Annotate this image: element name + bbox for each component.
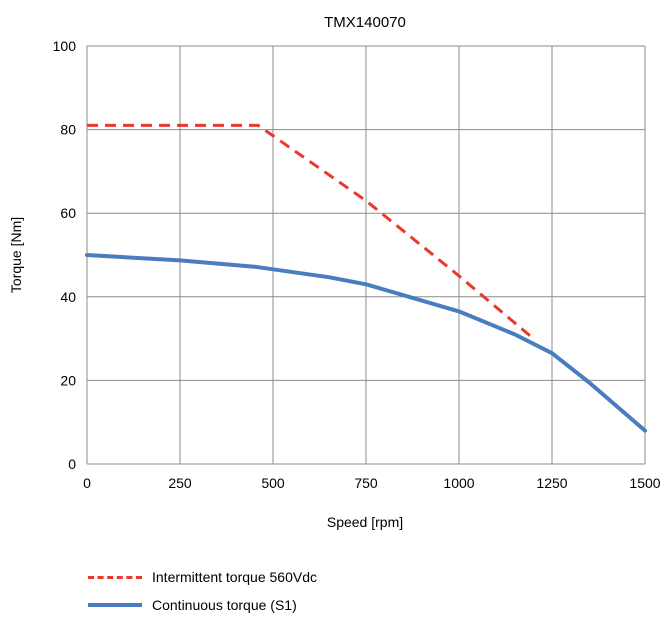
legend-item-intermittent: Intermittent torque 560Vdc bbox=[88, 563, 317, 591]
x-axis-title: Speed [rpm] bbox=[327, 514, 403, 530]
legend-item-continuous: Continuous torque (S1) bbox=[88, 591, 317, 619]
y-axis-title: Torque [Nm] bbox=[8, 217, 24, 293]
y-tick-label: 20 bbox=[60, 372, 76, 388]
y-tick-label: 80 bbox=[60, 122, 76, 138]
legend-label-intermittent: Intermittent torque 560Vdc bbox=[152, 569, 317, 585]
x-tick-label: 250 bbox=[168, 475, 192, 491]
y-tick-label: 0 bbox=[68, 456, 76, 472]
legend: Intermittent torque 560Vdc Continuous to… bbox=[88, 563, 317, 619]
y-tick-labels: 0 20 40 60 80 100 bbox=[53, 38, 77, 472]
x-tick-label: 1000 bbox=[443, 475, 474, 491]
legend-swatch-solid bbox=[88, 603, 142, 607]
x-tick-labels: 0 250 500 750 1000 1250 1500 bbox=[83, 475, 661, 491]
series-line-continuous bbox=[85, 253, 647, 433]
legend-swatch-dashed bbox=[88, 575, 142, 579]
grid bbox=[86, 45, 646, 465]
x-tick-label: 1250 bbox=[536, 475, 567, 491]
series-line-intermittent bbox=[87, 123, 535, 340]
y-tick-label: 40 bbox=[60, 289, 76, 305]
x-tick-label: 0 bbox=[83, 475, 91, 491]
series-lines bbox=[85, 123, 647, 433]
chart-title: TMX140070 bbox=[324, 14, 406, 31]
y-tick-label: 100 bbox=[53, 38, 77, 54]
x-tick-label: 750 bbox=[354, 475, 378, 491]
y-tick-label: 60 bbox=[60, 205, 76, 221]
x-tick-label: 500 bbox=[261, 475, 285, 491]
torque-speed-chart: TMX140070 0 250 500 750 1000 1250 1500 0 20 40 60… bbox=[8, 14, 661, 530]
x-tick-label: 1500 bbox=[629, 475, 660, 491]
legend-label-continuous: Continuous torque (S1) bbox=[152, 597, 297, 613]
